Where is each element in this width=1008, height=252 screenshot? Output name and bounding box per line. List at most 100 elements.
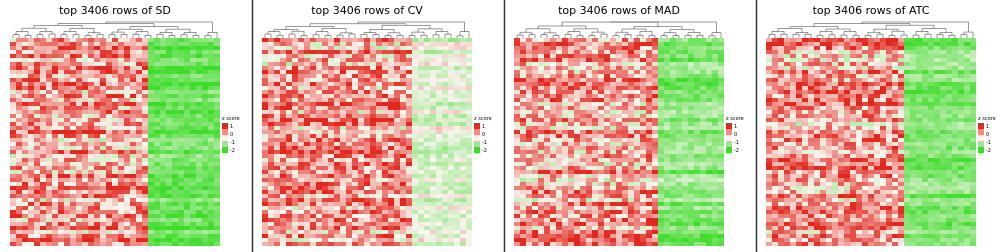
heatmap-cell — [112, 162, 118, 166]
heatmap-cell — [436, 38, 442, 42]
heatmap-cell — [268, 110, 274, 114]
heatmap-cell — [442, 122, 448, 126]
heatmap-cell — [364, 90, 370, 94]
heatmap-cell — [706, 50, 712, 54]
heatmap-cell — [364, 58, 370, 62]
heatmap-cell — [328, 122, 334, 126]
heatmap-cell — [388, 182, 394, 186]
heatmap-cell — [292, 78, 298, 82]
heatmap-cell — [682, 174, 688, 178]
heatmap-cell — [130, 222, 136, 226]
heatmap-cell — [94, 46, 100, 50]
heatmap-cell — [172, 174, 178, 178]
heatmap-cell — [664, 106, 670, 110]
heatmap-cell — [358, 50, 364, 54]
heatmap-cell — [208, 46, 214, 50]
heatmap-cell — [124, 70, 130, 74]
heatmap-cell — [700, 146, 706, 150]
heatmap-cell — [556, 158, 562, 162]
heatmap-cell — [100, 170, 106, 174]
heatmap-cell — [106, 42, 112, 46]
heatmap-cell — [538, 42, 544, 46]
heatmap-cell — [604, 158, 610, 162]
heatmap-cell — [418, 162, 424, 166]
heatmap-cell — [148, 74, 154, 78]
heatmap-cell — [142, 90, 148, 94]
heatmap-cell — [322, 190, 328, 194]
heatmap-cell — [106, 90, 112, 94]
heatmap-cell — [178, 142, 184, 146]
heatmap-cell — [262, 138, 268, 142]
heatmap-cell — [82, 98, 88, 102]
heatmap-cell — [178, 58, 184, 62]
heatmap-cell — [34, 214, 40, 218]
heatmap-cell — [652, 142, 658, 146]
heatmap-cell — [100, 226, 106, 230]
heatmap-cell — [196, 130, 202, 134]
heatmap-cell — [574, 138, 580, 142]
heatmap-cell — [340, 66, 346, 70]
heatmap-cell — [712, 154, 718, 158]
heatmap-cell — [106, 170, 112, 174]
heatmap-cell — [70, 42, 76, 46]
heatmap-cell — [430, 118, 436, 122]
heatmap-cell — [46, 218, 52, 222]
heatmap-cell — [442, 142, 448, 146]
heatmap-cell — [670, 134, 676, 138]
heatmap-cell — [610, 58, 616, 62]
dendrogram-link — [159, 32, 173, 36]
heatmap-cell — [190, 194, 196, 198]
heatmap-cell — [712, 106, 718, 110]
heatmap-cell — [448, 118, 454, 122]
heatmap-cell — [676, 102, 682, 106]
heatmap-cell — [100, 66, 106, 70]
heatmap-cell — [52, 214, 58, 218]
heatmap-cell — [64, 138, 70, 142]
heatmap-cell — [610, 78, 616, 82]
heatmap-cell — [208, 58, 214, 62]
heatmap-cell — [280, 134, 286, 138]
heatmap-cell — [40, 62, 46, 66]
heatmap-cell — [664, 38, 670, 42]
heatmap-cell — [448, 46, 454, 50]
heatmap-cell — [466, 238, 472, 242]
heatmap-cell — [304, 190, 310, 194]
heatmap-cell — [262, 210, 268, 214]
heatmap-cell — [40, 126, 46, 130]
heatmap-cell — [148, 90, 154, 94]
heatmap-cell — [568, 138, 574, 142]
heatmap-cell — [28, 98, 34, 102]
heatmap-cell — [184, 110, 190, 114]
heatmap-cell — [652, 162, 658, 166]
heatmap-cell — [670, 126, 676, 130]
heatmap-cell — [460, 74, 466, 78]
heatmap-cell — [694, 110, 700, 114]
heatmap-cell — [718, 158, 724, 162]
heatmap-cell — [16, 218, 22, 222]
heatmap-cell — [388, 66, 394, 70]
heatmap-cell — [58, 102, 64, 106]
heatmap-cell — [400, 58, 406, 62]
heatmap-cell — [382, 122, 388, 126]
heatmap-cell — [358, 218, 364, 222]
heatmap-cell — [550, 166, 556, 170]
heatmap-cell — [466, 158, 472, 162]
heatmap-cell — [340, 102, 346, 106]
heatmap-cell — [568, 70, 574, 74]
heatmap-cell — [106, 122, 112, 126]
heatmap-cell — [40, 66, 46, 70]
heatmap-cell — [694, 90, 700, 94]
heatmap-cell — [262, 46, 268, 50]
heatmap-cell — [466, 50, 472, 54]
heatmap-cell — [454, 130, 460, 134]
heatmap-cell — [400, 194, 406, 198]
heatmap-cell — [358, 186, 364, 190]
heatmap-cell — [166, 54, 172, 58]
heatmap-cell — [436, 226, 442, 230]
heatmap-cell — [106, 182, 112, 186]
heatmap-cell — [460, 114, 466, 118]
heatmap-cell — [124, 170, 130, 174]
heatmap-cell — [652, 118, 658, 122]
heatmap-cell — [574, 162, 580, 166]
heatmap-cell — [430, 114, 436, 118]
